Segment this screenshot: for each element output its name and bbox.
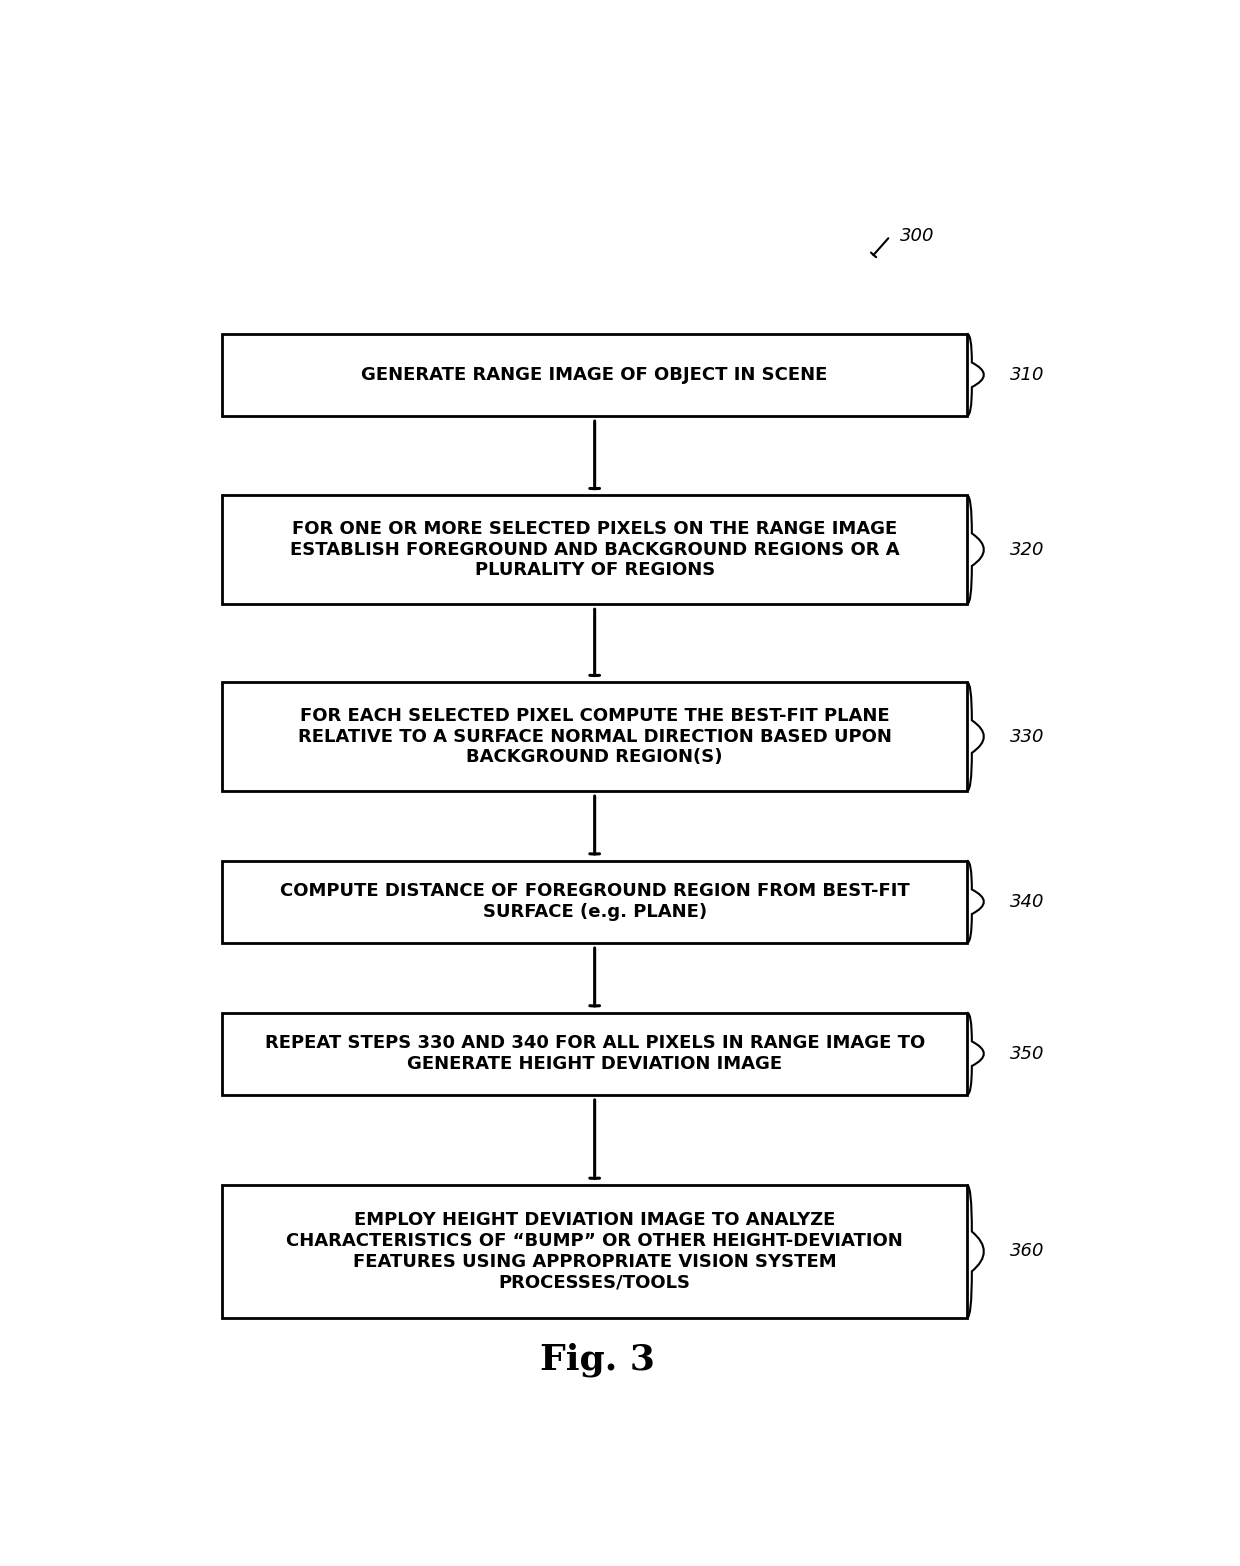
Text: 340: 340 <box>1011 893 1045 911</box>
Text: 350: 350 <box>1011 1045 1045 1063</box>
Text: FOR ONE OR MORE SELECTED PIXELS ON THE RANGE IMAGE
ESTABLISH FOREGROUND AND BACK: FOR ONE OR MORE SELECTED PIXELS ON THE R… <box>290 520 899 579</box>
Bar <box>222 1013 967 1095</box>
Bar <box>222 861 967 943</box>
Text: 320: 320 <box>1011 540 1045 559</box>
Text: FOR EACH SELECTED PIXEL COMPUTE THE BEST-FIT PLANE
RELATIVE TO A SURFACE NORMAL : FOR EACH SELECTED PIXEL COMPUTE THE BEST… <box>298 706 892 766</box>
Text: 300: 300 <box>900 227 934 244</box>
Text: EMPLOY HEIGHT DEVIATION IMAGE TO ANALYZE
CHARACTERISTICS OF “BUMP” OR OTHER HEIG: EMPLOY HEIGHT DEVIATION IMAGE TO ANALYZE… <box>286 1211 903 1292</box>
Text: 360: 360 <box>1011 1242 1045 1261</box>
Text: 330: 330 <box>1011 728 1045 745</box>
Text: REPEAT STEPS 330 AND 340 FOR ALL PIXELS IN RANGE IMAGE TO
GENERATE HEIGHT DEVIAT: REPEAT STEPS 330 AND 340 FOR ALL PIXELS … <box>264 1034 925 1073</box>
Bar <box>222 334 967 417</box>
Text: 310: 310 <box>1011 366 1045 384</box>
Text: COMPUTE DISTANCE OF FOREGROUND REGION FROM BEST-FIT
SURFACE (e.g. PLANE): COMPUTE DISTANCE OF FOREGROUND REGION FR… <box>280 882 909 921</box>
Bar <box>222 683 967 791</box>
Bar <box>222 1185 967 1317</box>
Bar <box>222 495 967 604</box>
Text: GENERATE RANGE IMAGE OF OBJECT IN SCENE: GENERATE RANGE IMAGE OF OBJECT IN SCENE <box>362 366 828 384</box>
Text: Fig. 3: Fig. 3 <box>539 1342 655 1377</box>
